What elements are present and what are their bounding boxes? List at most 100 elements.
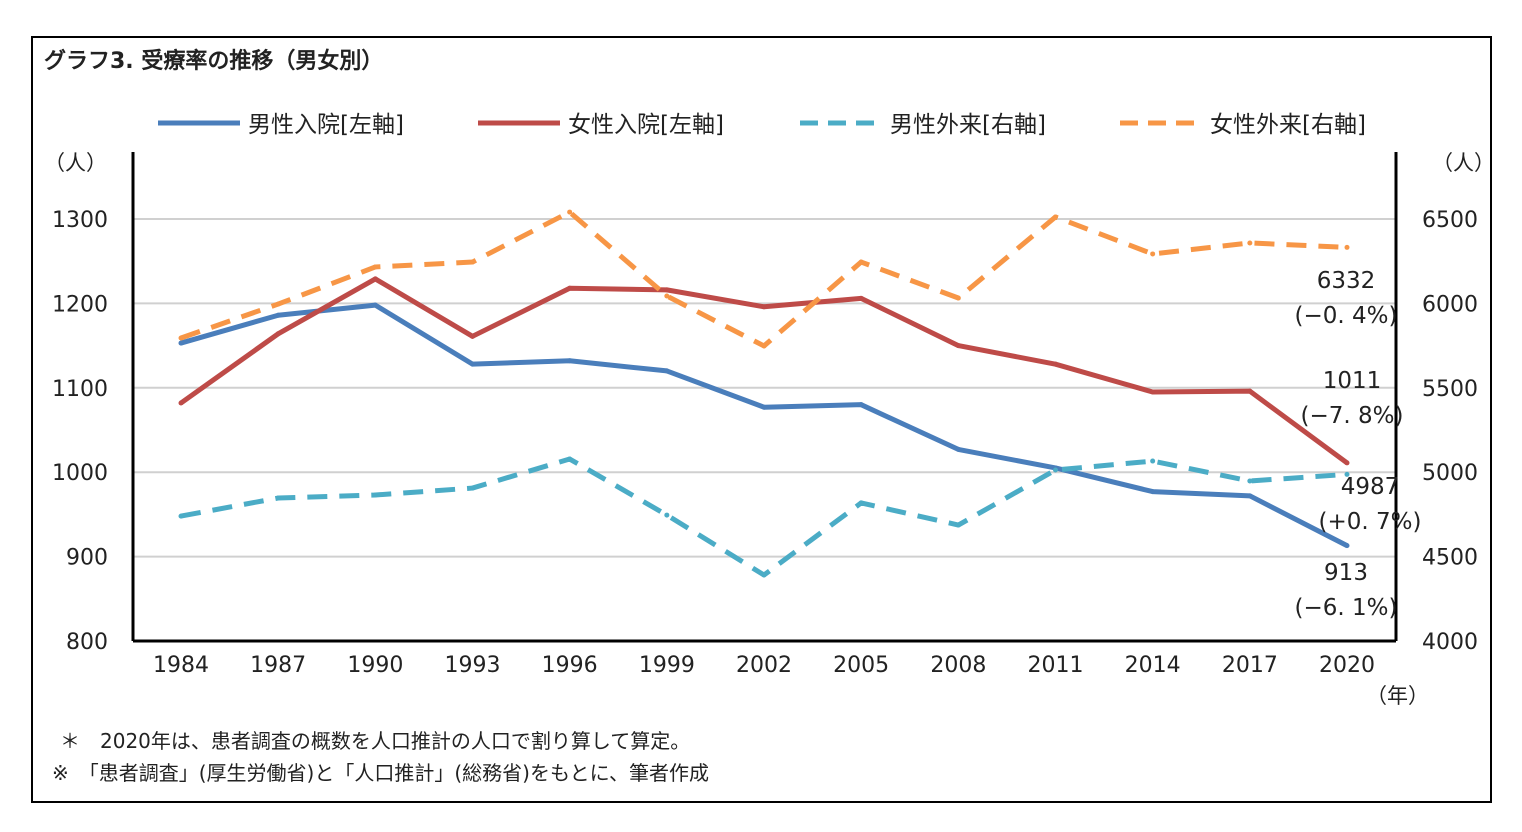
x-tick: 2005: [833, 653, 889, 678]
data-point: [1247, 240, 1253, 246]
y-tick-right: 5500: [1422, 377, 1478, 402]
data-point: [275, 301, 281, 307]
data-point: [1344, 244, 1350, 250]
data-point: [372, 302, 378, 308]
data-point: [664, 293, 670, 299]
x-tick: 1990: [347, 653, 403, 678]
data-point: [275, 331, 281, 337]
data-point: [275, 312, 281, 318]
y-tick-left: 800: [66, 630, 108, 655]
y-tick-right: 6500: [1422, 208, 1478, 233]
data-point: [664, 368, 670, 374]
data-point: [955, 446, 961, 452]
chart-frame: [31, 36, 1492, 803]
legend: 男性入院[左軸] 女性入院[左軸] 男性外来[右軸] 女性外来[右軸]: [158, 112, 1366, 138]
end-value-label: 913: [1324, 560, 1368, 586]
y-tick-right: 5000: [1422, 461, 1478, 486]
x-tick: 1987: [250, 653, 306, 678]
y-tick-left: 900: [66, 546, 108, 571]
note-1: ＊ 2020年は、患者調査の概数を人口推計の人口で割り算して算定。: [60, 729, 690, 753]
end-value-label: 6332: [1317, 268, 1376, 294]
data-point: [1053, 214, 1058, 220]
data-point: [178, 340, 184, 346]
end-change-label: (−7. 8%): [1301, 403, 1404, 429]
data-point: [955, 522, 961, 528]
data-point: [372, 276, 378, 282]
data-point: [858, 500, 864, 506]
data-point: [664, 512, 670, 518]
data-point: [470, 333, 475, 339]
x-tick: 2014: [1125, 653, 1181, 678]
data-point: [761, 343, 767, 349]
data-point: [858, 259, 864, 265]
data-point: [470, 259, 475, 265]
y-tick-left: 1000: [52, 461, 108, 486]
data-point: [470, 485, 475, 491]
x-tick: 2008: [930, 653, 986, 678]
legend-label: 女性入院[左軸]: [568, 112, 724, 138]
end-change-label: (−0. 4%): [1295, 303, 1398, 329]
data-point: [761, 304, 767, 310]
x-tick: 2017: [1222, 653, 1278, 678]
data-point: [178, 513, 184, 519]
y-axis-left-label: （人）: [44, 151, 107, 175]
x-tick: 1993: [445, 653, 501, 678]
end-value-label: 1011: [1323, 368, 1382, 394]
x-tick: 2020: [1319, 653, 1375, 678]
end-value-label: 4987: [1341, 474, 1400, 500]
y-tick-left: 1100: [52, 377, 108, 402]
chart-title: グラフ3. 受療率の推移（男女別）: [44, 48, 383, 74]
x-axis-label: （年）: [1366, 684, 1429, 708]
y-tick-right: 6000: [1422, 292, 1478, 317]
data-point: [664, 287, 670, 293]
data-point: [275, 495, 281, 501]
end-change-label: (+0. 7%): [1319, 509, 1422, 535]
x-tick: 2002: [736, 653, 792, 678]
data-point: [372, 264, 378, 270]
data-point: [178, 400, 184, 406]
series-line: [180, 456, 1348, 578]
data-point: [761, 572, 767, 578]
data-point: [567, 285, 573, 291]
x-tick: 1999: [639, 653, 695, 678]
data-point: [1053, 361, 1058, 367]
data-point: [178, 335, 184, 341]
data-point: [955, 295, 961, 301]
data-point: [1344, 543, 1350, 549]
data-point: [1150, 389, 1156, 395]
data-point: [1344, 471, 1350, 477]
data-point: [372, 492, 378, 498]
data-point: [470, 361, 475, 367]
x-tick: 1984: [153, 653, 209, 678]
data-point: [1150, 489, 1156, 495]
y-tick-left: 1200: [52, 292, 108, 317]
x-tick: 1996: [542, 653, 598, 678]
data-point: [955, 343, 961, 349]
data-point: [858, 295, 864, 301]
legend-label: 女性外来[右軸]: [1210, 112, 1366, 138]
data-point: [567, 209, 573, 215]
data-point: [1150, 458, 1156, 464]
note-2: ※ 「患者調査」(厚生労働省)と「人口推計」(総務省)をもとに、筆者作成: [52, 761, 709, 785]
x-tick: 2011: [1028, 653, 1084, 678]
legend-label: 男性外来[右軸]: [890, 112, 1046, 138]
y-tick-right: 4500: [1422, 546, 1478, 571]
data-point: [761, 404, 767, 410]
series-line: [180, 209, 1348, 349]
data-point: [567, 358, 573, 364]
data-point: [1247, 493, 1253, 499]
data-point: [1150, 251, 1156, 257]
data-point: [1344, 460, 1350, 466]
data-point: [858, 402, 864, 408]
series-line: [180, 302, 1349, 548]
end-change-label: (−6. 1%): [1295, 595, 1398, 621]
data-point: [1247, 388, 1253, 394]
data-point: [567, 456, 573, 462]
legend-label: 男性入院[左軸]: [248, 112, 404, 138]
y-tick-left: 1300: [52, 208, 108, 233]
y-axis-right-label: （人）: [1432, 151, 1495, 175]
data-point: [1247, 478, 1253, 484]
y-tick-right: 4000: [1422, 630, 1478, 655]
data-point: [1053, 467, 1058, 473]
